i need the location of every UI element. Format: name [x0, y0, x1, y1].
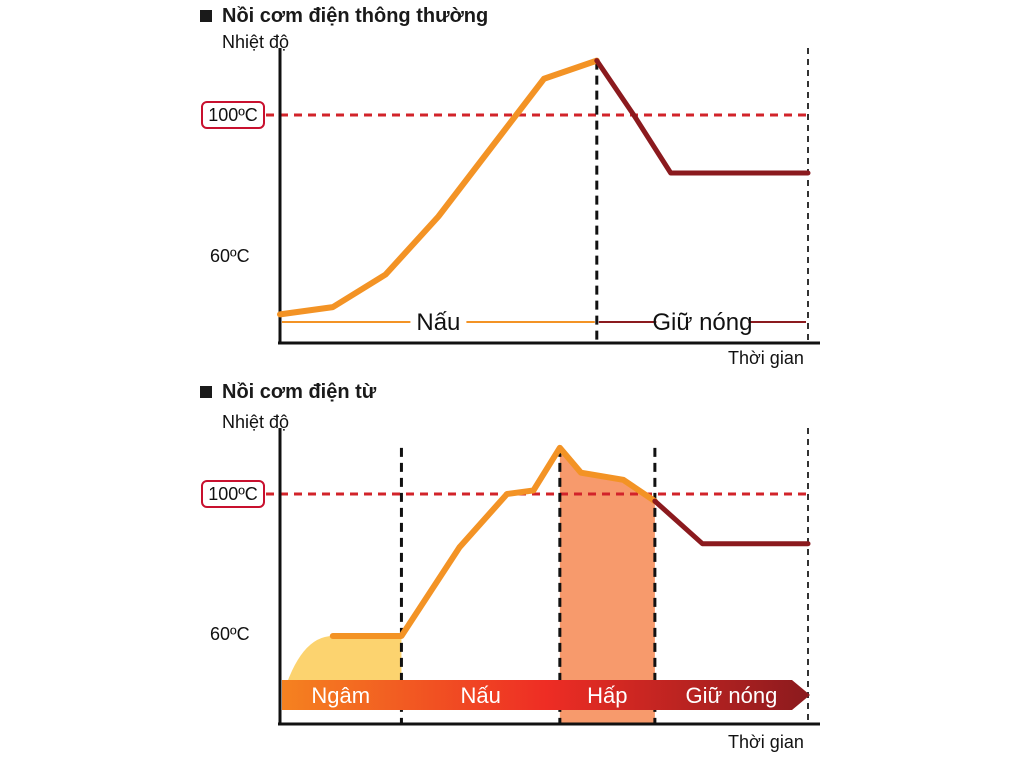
- reference-60c-label: 60ºC: [210, 246, 250, 266]
- phase-label-cooking: Nấu: [416, 309, 460, 336]
- y-axis-label: Nhiệt độ: [222, 412, 290, 432]
- x-axis-label: Thời gian: [728, 732, 804, 752]
- phase-label-steaming: Hấp: [587, 683, 627, 708]
- phase-label-cooking: Nấu: [460, 683, 500, 708]
- reference-100c-badge: 100ºC: [201, 480, 265, 508]
- phase-label-soaking: Ngâm: [311, 683, 370, 708]
- chart-title-text: Nồi cơm điện từ: [222, 380, 377, 403]
- temperature-curve-keepwarm: [594, 58, 811, 176]
- chart-canvas: Nấu Giữ nóng Ngâm Nấu Hấp Giữ nóng Nồi cơm đi…: [200, 0, 824, 768]
- y-axis-label: Nhiệt độ: [222, 32, 290, 52]
- steam-phase-area: [559, 447, 655, 724]
- title-bullet-icon: [200, 386, 212, 398]
- temperature-curve-heating: [277, 57, 600, 318]
- reference-100c-badge: 100ºC: [201, 101, 265, 129]
- x-axis-label: Thời gian: [728, 348, 804, 368]
- title-bullet-icon: [200, 10, 212, 22]
- charts-svg: Nấu Giữ nóng Ngâm Nấu Hấp Giữ nóng: [266, 48, 820, 726]
- chart-title-conventional: Nồi cơm điện thông thường: [200, 2, 488, 30]
- temperature-curve-keepwarm: [652, 498, 811, 547]
- temperature-curve-heating: [329, 444, 658, 639]
- phase-label-keep-warm: Giữ nóng: [686, 683, 778, 708]
- chart-title-text: Nồi cơm điện thông thường: [222, 4, 489, 27]
- phase-label-keep-warm: Giữ nóng: [652, 309, 752, 336]
- reference-60c-label: 60ºC: [210, 624, 250, 644]
- chart-title-induction: Nồi cơm điện từ: [200, 378, 376, 406]
- phase-band-arrow: [282, 680, 810, 710]
